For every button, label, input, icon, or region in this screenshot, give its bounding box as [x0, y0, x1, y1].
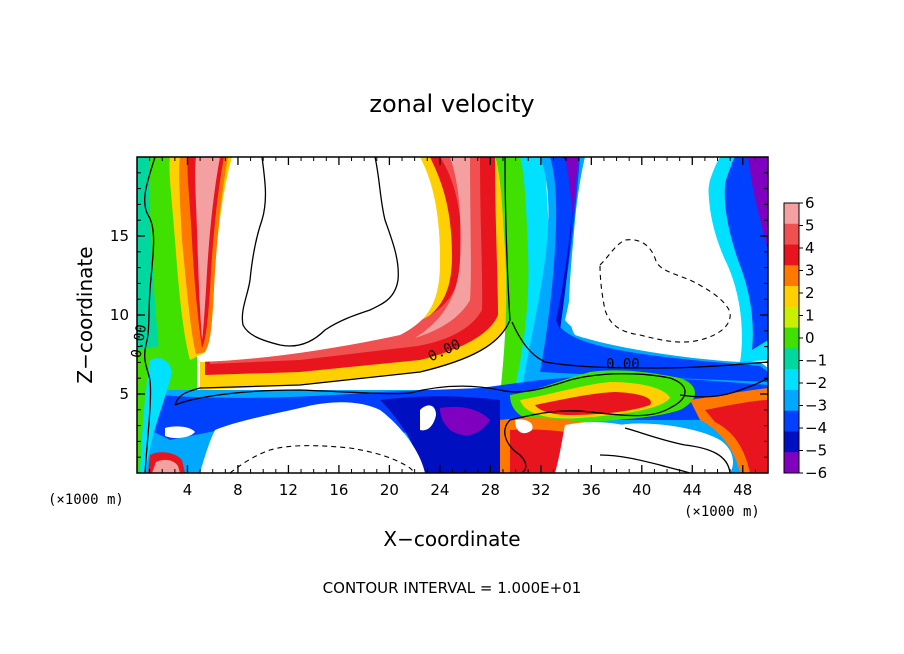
y-tick-label-10: 10	[110, 306, 129, 324]
x-tick-label-8: 8	[233, 481, 243, 499]
contour-label-0: 0.00	[129, 323, 151, 359]
velocity-field	[137, 157, 768, 473]
colorbar-label-9: −3	[805, 397, 827, 415]
x-tick-label-32: 32	[531, 481, 550, 499]
colorbar-label-3: 3	[805, 262, 815, 280]
x-tick-label-44: 44	[683, 481, 702, 499]
colorbar-label-1: 5	[805, 217, 815, 235]
x-axis-label: X−coordinate	[383, 527, 520, 551]
contour-label-2: 0.00	[606, 357, 640, 373]
colorbar-swatch-12	[784, 452, 799, 474]
y-tick-label-5: 5	[119, 385, 129, 403]
colorbar-swatch-9	[784, 389, 799, 412]
x-unit-right: (×1000 m)	[684, 504, 760, 520]
x-tick-label-48: 48	[733, 481, 752, 499]
chart-title: zonal velocity	[369, 90, 534, 118]
colorbar-label-5: 1	[805, 307, 815, 325]
colorbar-swatch-3	[784, 265, 799, 287]
x-tick-label-12: 12	[279, 481, 298, 499]
colorbar-swatch-6	[784, 327, 799, 349]
colorbar-swatch-11	[784, 431, 799, 453]
colorbar-label-4: 2	[805, 284, 815, 302]
colorbar-label-2: 4	[805, 239, 815, 257]
colorbar-label-8: −2	[805, 374, 827, 392]
colorbar-label-12: −6	[805, 464, 827, 482]
colorbar-swatch-7	[784, 348, 799, 370]
colorbar-swatch-5	[784, 306, 799, 329]
colorbar-swatch-8	[784, 369, 799, 391]
colorbar-swatch-0	[784, 203, 799, 225]
colorbar-swatch-1	[784, 223, 799, 246]
x-tick-label-40: 40	[632, 481, 651, 499]
contour-interval-note: CONTOUR INTERVAL = 1.000E+01	[323, 579, 582, 597]
y-axis: 5 10 15	[110, 172, 768, 458]
colorbar-label-7: −1	[805, 352, 827, 370]
x-tick-label-16: 16	[329, 481, 348, 499]
colorbar-swatch-10	[784, 410, 799, 432]
y-tick-label-15: 15	[110, 227, 129, 245]
colorbar-label-11: −5	[805, 442, 827, 460]
x-tick-label-36: 36	[582, 481, 601, 499]
x-tick-label-4: 4	[183, 481, 193, 499]
x-tick-label-28: 28	[481, 481, 500, 499]
colorbar-label-6: 0	[805, 329, 815, 347]
colorbar-label-10: −4	[805, 419, 827, 437]
x-tick-label-20: 20	[380, 481, 399, 499]
colorbar-swatch-4	[784, 286, 799, 308]
colorbar-swatch-2	[784, 244, 799, 266]
colorbar: 6 5 4 3 2 1 0 −1 −2 −3 −4 −5 −6	[783, 194, 827, 482]
x-unit-left: (×1000 m)	[48, 492, 124, 508]
x-axis: 4 8 12 16 20 24 28 32 36 40 44 48	[149, 157, 756, 499]
y-axis-label: Z−coordinate	[73, 246, 97, 383]
contour-labels: 0.00 0.00 0.00	[129, 323, 640, 373]
colorbar-label-0: 6	[805, 194, 815, 212]
x-tick-label-24: 24	[430, 481, 449, 499]
